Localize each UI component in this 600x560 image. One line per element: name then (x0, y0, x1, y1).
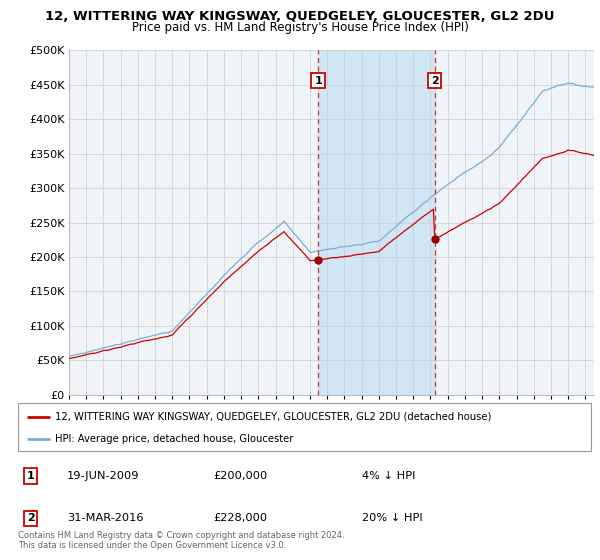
Text: 2: 2 (431, 76, 439, 86)
Bar (318, 50, 435, 395)
Text: £228,000: £228,000 (213, 514, 267, 523)
Text: Price paid vs. HM Land Registry's House Price Index (HPI): Price paid vs. HM Land Registry's House … (131, 21, 469, 34)
Text: £200,000: £200,000 (213, 471, 267, 481)
Text: 1: 1 (314, 76, 322, 86)
Text: 2: 2 (27, 514, 34, 523)
Text: 12, WITTERING WAY KINGSWAY, QUEDGELEY, GLOUCESTER, GL2 2DU (detached house): 12, WITTERING WAY KINGSWAY, QUEDGELEY, G… (55, 412, 491, 422)
Text: 20% ↓ HPI: 20% ↓ HPI (362, 514, 422, 523)
Text: 4% ↓ HPI: 4% ↓ HPI (362, 471, 415, 481)
Text: HPI: Average price, detached house, Gloucester: HPI: Average price, detached house, Glou… (55, 434, 293, 444)
Text: 1: 1 (27, 471, 34, 481)
Text: 12, WITTERING WAY KINGSWAY, QUEDGELEY, GLOUCESTER, GL2 2DU: 12, WITTERING WAY KINGSWAY, QUEDGELEY, G… (45, 10, 555, 23)
Text: Contains HM Land Registry data © Crown copyright and database right 2024.
This d: Contains HM Land Registry data © Crown c… (18, 530, 344, 550)
Text: 19-JUN-2009: 19-JUN-2009 (67, 471, 139, 481)
Text: 31-MAR-2016: 31-MAR-2016 (67, 514, 143, 523)
